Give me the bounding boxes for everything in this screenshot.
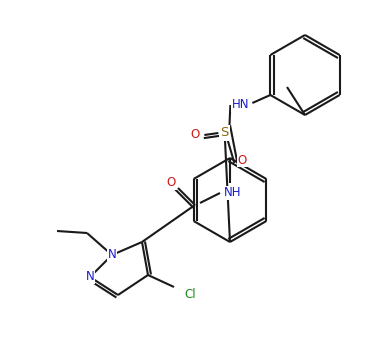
Text: O: O xyxy=(191,128,200,142)
Text: HN: HN xyxy=(231,99,249,111)
Text: O: O xyxy=(238,154,247,166)
Text: O: O xyxy=(167,176,176,190)
Text: Cl: Cl xyxy=(184,289,196,301)
Text: NH: NH xyxy=(224,186,242,200)
Text: N: N xyxy=(86,271,94,283)
Text: N: N xyxy=(108,248,117,262)
Text: S: S xyxy=(220,127,229,139)
